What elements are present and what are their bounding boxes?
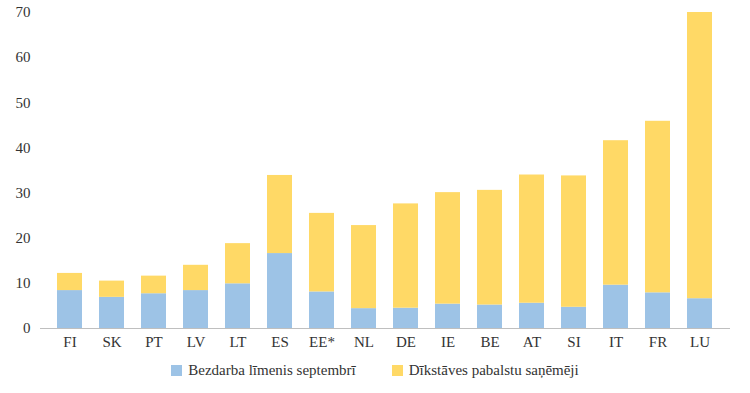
svg-text:SK: SK xyxy=(102,334,121,350)
svg-text:FR: FR xyxy=(649,334,667,350)
svg-text:LT: LT xyxy=(230,334,247,350)
svg-text:50: 50 xyxy=(16,95,31,111)
svg-text:LV: LV xyxy=(187,334,206,350)
svg-text:NL: NL xyxy=(354,334,374,350)
svg-text:FI: FI xyxy=(63,334,76,350)
svg-text:30: 30 xyxy=(16,185,31,201)
svg-text:EE*: EE* xyxy=(309,334,335,350)
svg-text:ES: ES xyxy=(271,334,289,350)
svg-text:0: 0 xyxy=(23,320,31,336)
svg-text:40: 40 xyxy=(16,140,31,156)
svg-text:20: 20 xyxy=(16,230,31,246)
svg-text:10: 10 xyxy=(16,275,31,291)
svg-text:70: 70 xyxy=(16,4,31,20)
svg-text:DE: DE xyxy=(396,334,416,350)
svg-text:60: 60 xyxy=(16,49,31,65)
svg-text:AT: AT xyxy=(523,334,541,350)
html-text:Bezdarba līmenis septembrī: Bezdarba līmenis septembrī xyxy=(188,362,356,378)
svg-text:SI: SI xyxy=(567,334,580,350)
html-text:Dīkstāves pabalstu saņēmēji: Dīkstāves pabalstu saņēmēji xyxy=(408,362,579,378)
svg-text:PT: PT xyxy=(145,334,163,350)
svg-text:IT: IT xyxy=(609,334,623,350)
svg-text:IE: IE xyxy=(441,334,455,350)
svg-text:BE: BE xyxy=(480,334,499,350)
svg-text:LU: LU xyxy=(690,334,710,350)
